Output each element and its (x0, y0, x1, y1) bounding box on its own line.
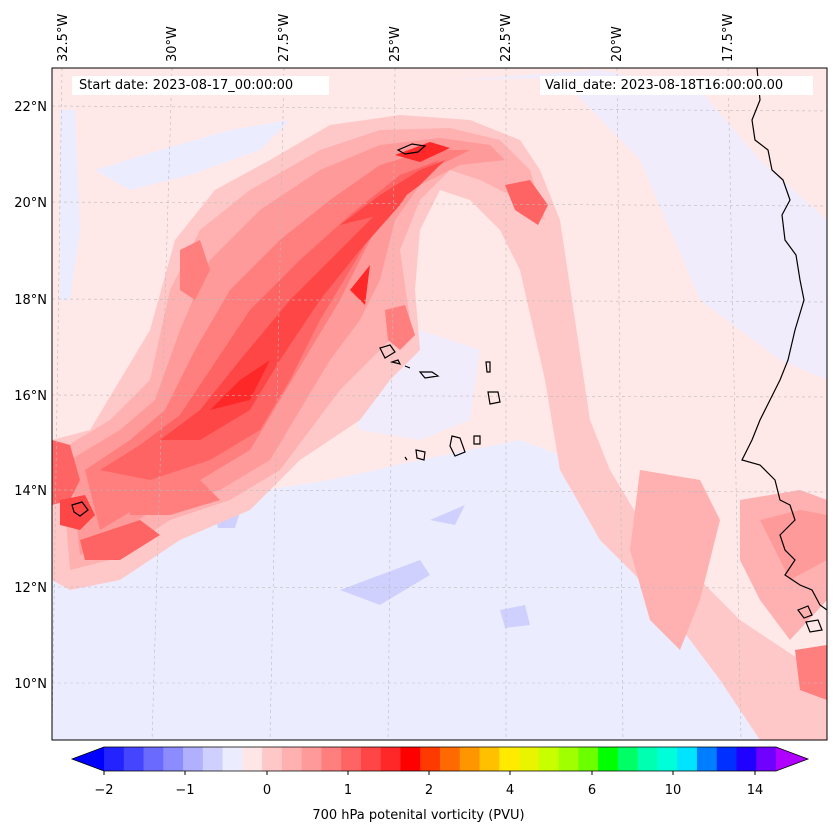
lat-label: 12°N (14, 581, 47, 596)
colorbar-segment (499, 747, 520, 771)
cape-verde-islands (379, 344, 501, 461)
colorbar-segment (578, 747, 599, 771)
colorbar-segment (123, 747, 145, 771)
colorbar-tick-label: 0 (263, 783, 271, 798)
lat-label: 14°N (14, 484, 47, 499)
colorbar-segment (736, 747, 757, 771)
colorbar-segment (716, 747, 738, 771)
lat-label: 16°N (14, 389, 47, 404)
colorbar (70, 746, 810, 775)
latitude-labels: 22°N 20°N 18°N 16°N 14°N 12°N 10°N (14, 100, 47, 692)
colorbar-segment (519, 747, 540, 771)
colorbar-segment (637, 747, 659, 771)
colorbar-segment (360, 747, 382, 771)
colorbar-segment (202, 747, 224, 771)
lat-label: 18°N (14, 293, 47, 308)
colorbar-segment (183, 747, 204, 771)
valid-date-label: Valid_date: 2023-08-18T16:00:00.00 (540, 76, 813, 95)
negative-pv-regions (52, 70, 827, 740)
colorbar-segment (459, 747, 481, 771)
colorbar-segment (301, 747, 323, 771)
colorbar-segment (657, 747, 678, 771)
lon-label: 30°W (165, 26, 180, 62)
colorbar-tick-label: 4 (506, 783, 514, 798)
colorbar-extend-max (776, 747, 808, 771)
lon-label: 20°W (610, 26, 625, 62)
colorbar-segment (380, 747, 402, 771)
coastlines (71, 68, 827, 633)
colorbar-tick-label: 14 (747, 783, 764, 798)
colorbar-title: 700 hPa potenital vorticity (PVU) (312, 808, 525, 823)
colorbar-segment (321, 747, 342, 771)
colorbar-segment (479, 747, 500, 771)
gridlines (52, 68, 827, 740)
colorbar-segment (696, 747, 718, 771)
colorbar-segment (281, 747, 303, 771)
colorbar-segment (143, 747, 164, 771)
africa-coastline (741, 68, 827, 611)
colorbar-tick-label: 10 (665, 783, 682, 798)
colorbar-segment (341, 747, 362, 771)
colorbar-segment (242, 747, 263, 771)
start-date-label: Start date: 2023-08-17_00:00:00 (72, 76, 329, 95)
colorbar-tick-label: 6 (588, 783, 596, 798)
colorbar-segment (598, 747, 619, 771)
coastal-islands-east (797, 605, 823, 633)
lon-label: 32.5°W (56, 14, 71, 62)
colorbar-segment (222, 747, 243, 771)
colorbar-segment (163, 747, 184, 771)
closed-pv-contour-north (396, 143, 427, 155)
colorbar-tick-label: 1 (344, 783, 352, 798)
colorbar-tick-labels: −2 −1 0 1 2 4 6 10 14 (94, 783, 763, 798)
colorbar-segment (677, 747, 698, 771)
colorbar-segment (262, 747, 283, 771)
lat-label: 20°N (14, 196, 47, 211)
colorbar-segment (400, 747, 421, 771)
longitude-labels: 32.5°W 30°W 27.5°W 25°W 22.5°W 20°W 17.5… (56, 14, 736, 62)
colorbar-tick-label: −1 (175, 783, 194, 798)
colorbar-tick-label: −2 (94, 783, 113, 798)
colorbar-segment (617, 747, 639, 771)
colorbar-segment (440, 747, 461, 771)
colorbar-tick-label: 2 (425, 783, 433, 798)
colorbar-segment (538, 747, 560, 771)
map-panel (52, 68, 827, 740)
lat-label: 10°N (14, 677, 47, 692)
colorbar-extend-min (72, 747, 104, 771)
map-border (51, 67, 828, 741)
colorbar-segment (420, 747, 441, 771)
lat-label: 22°N (14, 100, 47, 115)
closed-pv-contour-west (71, 501, 89, 517)
pv-streamer (52, 115, 827, 740)
colorbar-segment (558, 747, 579, 771)
colorbar-segment (104, 747, 125, 771)
lon-label: 27.5°W (277, 14, 292, 62)
lon-label: 17.5°W (721, 14, 736, 62)
lon-label: 25°W (388, 26, 403, 62)
lon-label: 22.5°W (499, 14, 514, 62)
colorbar-segment (756, 747, 777, 771)
